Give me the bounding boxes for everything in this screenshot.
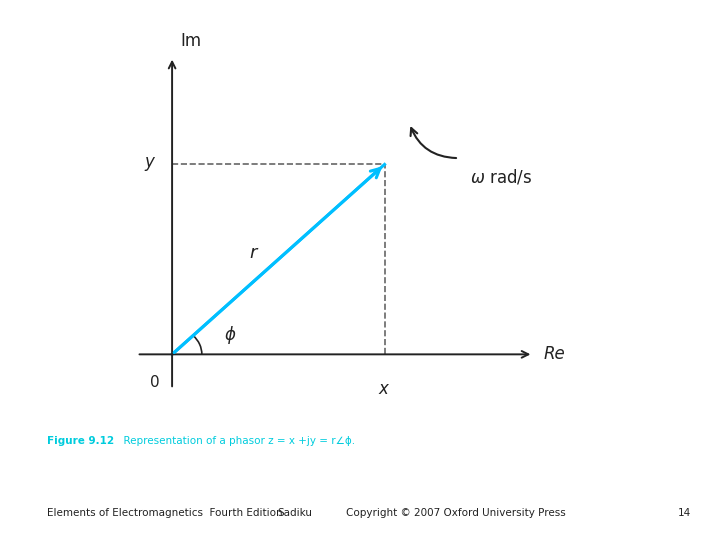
Text: 14: 14 (678, 508, 691, 518)
Text: Im: Im (181, 32, 202, 50)
Text: Figure 9.12: Figure 9.12 (47, 435, 114, 445)
Text: $x$: $x$ (378, 380, 391, 397)
Text: Re: Re (544, 346, 566, 363)
Text: Elements of Electromagnetics  Fourth Edition: Elements of Electromagnetics Fourth Edit… (47, 508, 282, 518)
Text: Sadiku: Sadiku (277, 508, 312, 518)
Text: Copyright © 2007 Oxford University Press: Copyright © 2007 Oxford University Press (346, 508, 565, 518)
Text: 0: 0 (150, 375, 159, 390)
Text: $r$: $r$ (248, 244, 259, 262)
Text: $\phi$: $\phi$ (225, 324, 237, 346)
Text: $y$: $y$ (144, 156, 156, 173)
Text: Representation of a phasor z = x +jy = r∠ϕ.: Representation of a phasor z = x +jy = r… (117, 435, 356, 445)
Text: $\omega$ rad/s: $\omega$ rad/s (469, 167, 532, 187)
